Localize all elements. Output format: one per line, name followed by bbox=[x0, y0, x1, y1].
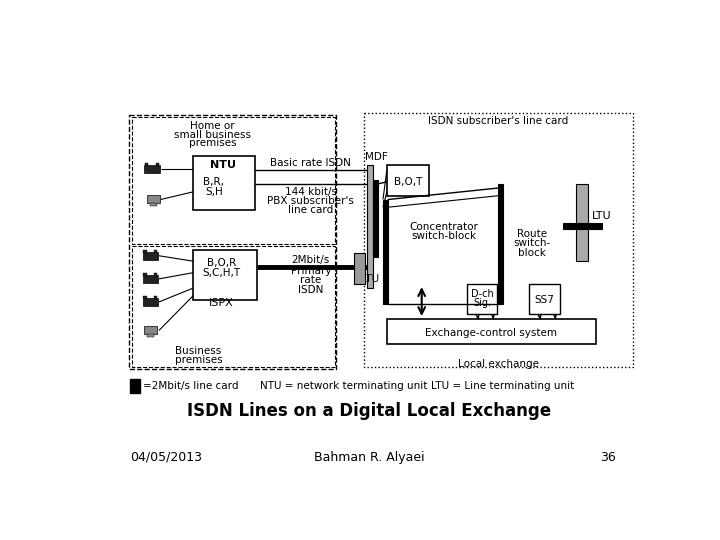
Text: Local exchange: Local exchange bbox=[458, 359, 539, 369]
Text: SS7: SS7 bbox=[534, 295, 554, 305]
Bar bbox=[130, 379, 140, 393]
Text: LTU: LTU bbox=[591, 212, 611, 221]
Bar bbox=[528, 284, 559, 314]
Text: premises: premises bbox=[189, 138, 236, 149]
Bar bbox=[354, 253, 365, 284]
Bar bbox=[148, 195, 160, 204]
Text: D-ch: D-ch bbox=[471, 289, 493, 299]
Text: Concentrator: Concentrator bbox=[410, 221, 479, 232]
Text: LTU: LTU bbox=[361, 274, 379, 284]
Bar bbox=[143, 298, 158, 306]
Bar bbox=[143, 296, 147, 299]
Text: =2Mbit/s line card: =2Mbit/s line card bbox=[143, 381, 238, 391]
Bar bbox=[132, 246, 335, 367]
Bar bbox=[383, 200, 387, 303]
Text: S,H: S,H bbox=[205, 187, 223, 197]
Text: rate: rate bbox=[300, 275, 322, 286]
Text: small business: small business bbox=[174, 130, 251, 140]
Bar bbox=[387, 319, 596, 343]
Text: 2Mbit/s: 2Mbit/s bbox=[292, 255, 330, 265]
Text: S,C,H,T: S,C,H,T bbox=[203, 268, 240, 278]
Text: B,O,R: B,O,R bbox=[207, 258, 236, 268]
Bar bbox=[193, 249, 258, 300]
Bar bbox=[144, 165, 160, 173]
Text: ISPX: ISPX bbox=[210, 299, 234, 308]
Text: 144 kbit/s: 144 kbit/s bbox=[285, 187, 337, 197]
Bar bbox=[154, 249, 158, 253]
Bar bbox=[467, 284, 497, 314]
Text: NTU = network terminating unit: NTU = network terminating unit bbox=[261, 381, 428, 391]
Bar bbox=[154, 296, 158, 299]
Bar bbox=[143, 275, 158, 283]
Text: 04/05/2013: 04/05/2013 bbox=[130, 451, 202, 464]
Text: MDF: MDF bbox=[365, 152, 388, 162]
Text: Home or: Home or bbox=[190, 122, 235, 131]
Text: B,O,T: B,O,T bbox=[394, 177, 422, 187]
Text: LTU = Line terminating unit: LTU = Line terminating unit bbox=[431, 381, 575, 391]
Bar bbox=[576, 184, 588, 261]
Bar bbox=[143, 252, 158, 260]
Text: Basic rate ISDN: Basic rate ISDN bbox=[271, 158, 351, 168]
Text: line card: line card bbox=[288, 205, 333, 215]
Bar bbox=[144, 326, 157, 334]
Text: B,R,: B,R, bbox=[204, 177, 225, 187]
Bar bbox=[364, 113, 634, 367]
Bar bbox=[145, 163, 148, 166]
Text: Primary: Primary bbox=[291, 266, 331, 276]
Text: Route: Route bbox=[517, 229, 546, 239]
Text: 36: 36 bbox=[600, 451, 616, 464]
Bar bbox=[154, 273, 158, 276]
Bar bbox=[143, 273, 147, 276]
Bar bbox=[156, 163, 159, 166]
Text: Exchange-control system: Exchange-control system bbox=[426, 328, 557, 338]
Text: PBX subscriber's: PBX subscriber's bbox=[267, 196, 354, 206]
Text: Bahman R. Alyaei: Bahman R. Alyaei bbox=[314, 451, 424, 464]
Bar bbox=[498, 184, 503, 303]
Bar bbox=[143, 249, 147, 253]
Bar bbox=[563, 222, 601, 229]
Text: Business: Business bbox=[176, 346, 222, 356]
Bar bbox=[129, 115, 336, 369]
Bar bbox=[373, 180, 378, 257]
Bar bbox=[387, 165, 429, 195]
Text: ISDN Lines on a Digital Local Exchange: ISDN Lines on a Digital Local Exchange bbox=[187, 402, 551, 420]
Bar bbox=[193, 156, 255, 210]
Text: NTU: NTU bbox=[210, 160, 236, 170]
Text: block: block bbox=[518, 248, 546, 258]
Bar bbox=[148, 334, 153, 336]
Bar bbox=[367, 165, 373, 288]
Text: premises: premises bbox=[175, 355, 222, 365]
Bar bbox=[150, 204, 157, 206]
Text: ISDN: ISDN bbox=[298, 285, 323, 295]
Text: Sig.: Sig. bbox=[473, 298, 491, 308]
Bar bbox=[132, 117, 335, 244]
Text: switch-: switch- bbox=[513, 239, 550, 248]
Text: ISDN subscriber's line card: ISDN subscriber's line card bbox=[428, 116, 569, 126]
Text: switch-block: switch-block bbox=[412, 231, 477, 241]
